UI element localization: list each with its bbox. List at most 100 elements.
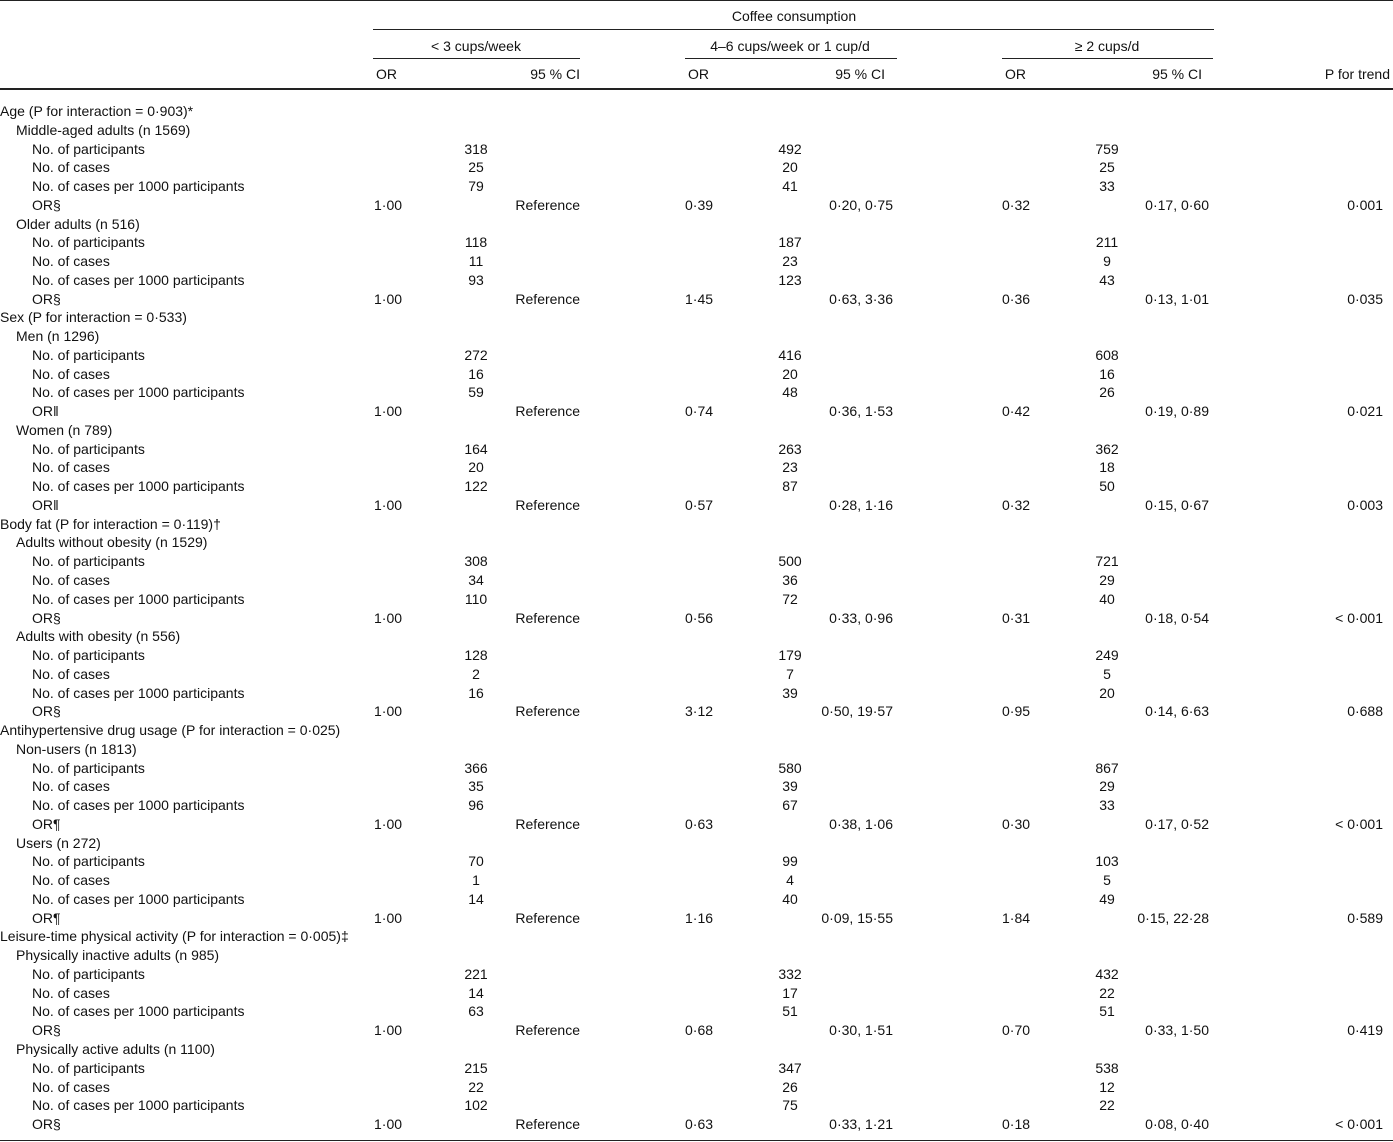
count-cell: 23 [782, 459, 798, 476]
count-cell: 14 [468, 984, 484, 1001]
or-cell: 1·00 [374, 1022, 403, 1039]
count-cell: 16 [468, 365, 484, 382]
or-cell: < 0·001 [1335, 609, 1383, 626]
count-cell: 318 [464, 140, 488, 157]
count-cell: 102 [464, 1097, 488, 1114]
count-cell: 2 [472, 665, 480, 682]
row-label: No. of cases [32, 459, 110, 476]
or-cell: < 0·001 [1335, 815, 1383, 832]
or-cell: < 0·001 [1335, 1116, 1383, 1133]
or-cell: 0·42 [1002, 403, 1031, 420]
or-cell: 0·63, 3·36 [829, 290, 893, 307]
count-cell: 41 [782, 178, 798, 195]
or-cell: 0·14, 6·63 [1145, 703, 1209, 720]
row-label: No. of cases [32, 984, 110, 1001]
bottom-rule [0, 1140, 1393, 1141]
row-label: OR§ [32, 196, 61, 213]
count-cell: 128 [464, 647, 488, 664]
count-cell: 40 [1099, 590, 1115, 607]
count-cell: 123 [778, 271, 802, 288]
row-label: OR§ [32, 1116, 61, 1133]
count-cell: 4 [786, 872, 794, 889]
count-cell: 580 [778, 759, 802, 776]
or-cell: 1·00 [374, 403, 403, 420]
count-cell: 36 [782, 572, 798, 588]
count-cell: 49 [1099, 890, 1115, 907]
count-cell: 538 [1095, 1059, 1119, 1076]
count-cell: 70 [468, 853, 484, 870]
or-cell: 3·12 [685, 703, 714, 720]
count-cell: 721 [1095, 553, 1119, 570]
count-cell: 366 [464, 759, 488, 776]
group-label: Body fat (P for interaction = 0·119)† [0, 515, 221, 532]
count-cell: 608 [1095, 346, 1119, 363]
count-cell: 20 [782, 365, 798, 382]
count-cell: 272 [464, 346, 488, 363]
row-label: No. of participants [32, 965, 145, 982]
or-cell: 0·13, 1·01 [1145, 290, 1209, 307]
or-cell: 0·20, 0·75 [829, 196, 893, 213]
count-cell: 332 [778, 965, 802, 982]
count-cell: 67 [782, 797, 798, 814]
subgroup-label: Men (n 1296) [16, 328, 100, 345]
count-cell: 29 [1099, 572, 1115, 588]
or-cell: 0·68 [685, 1022, 714, 1039]
count-cell: 50 [1099, 478, 1115, 495]
or-cell: 0·17, 0·60 [1145, 196, 1209, 213]
row-label: OR§ [32, 1022, 61, 1039]
subgroup-label: Adults with obesity (n 556) [16, 628, 181, 645]
row-label: No. of cases [32, 872, 110, 889]
column-group: ≥ 2 cups/d [1074, 38, 1140, 54]
count-cell: 20 [1099, 684, 1115, 701]
column-header: 95 % CI [1152, 66, 1202, 82]
count-cell: 22 [1099, 984, 1115, 1001]
count-cell: 249 [1095, 647, 1119, 664]
count-cell: 18 [1099, 459, 1115, 476]
count-cell: 432 [1095, 965, 1119, 982]
row-label: No. of cases [32, 1078, 110, 1095]
row-label: No. of participants [32, 346, 145, 363]
count-cell: 867 [1095, 759, 1119, 776]
or-cell: 0·08, 0·40 [1145, 1116, 1209, 1133]
or-cell: 0·003 [1347, 496, 1383, 513]
row-label: OR‖ [32, 496, 59, 513]
count-cell: 93 [468, 271, 484, 288]
count-cell: 25 [468, 159, 484, 176]
or-cell: 1·00 [374, 609, 403, 626]
or-cell: 1·00 [374, 290, 403, 307]
column-group: < 3 cups/week [431, 38, 521, 54]
or-cell: 0·001 [1347, 196, 1383, 213]
count-cell: 29 [1099, 778, 1115, 795]
count-cell: 492 [778, 140, 802, 157]
column-header: 95 % CI [835, 66, 885, 82]
row-label: No. of cases per 1000 participants [32, 178, 245, 195]
subgroup-label: Physically active adults (n 1100) [16, 1041, 215, 1057]
row-label: No. of cases [32, 253, 110, 270]
count-cell: 16 [1099, 365, 1115, 382]
count-cell: 5 [1103, 872, 1111, 889]
row-label: No. of participants [32, 234, 145, 251]
or-cell: 0·28, 1·16 [829, 496, 893, 513]
span-rule [373, 29, 1214, 30]
count-cell: 33 [1099, 797, 1115, 814]
count-cell: 11 [468, 253, 484, 270]
count-cell: 1 [472, 872, 480, 889]
subgroup-label: Older adults (n 516) [16, 215, 140, 232]
count-cell: 79 [468, 178, 484, 195]
count-cell: 221 [464, 965, 488, 982]
or-cell: 1·45 [685, 290, 714, 307]
count-cell: 110 [464, 590, 488, 607]
or-cell: Reference [515, 496, 580, 513]
or-cell: 0·36, 1·53 [829, 403, 893, 420]
or-cell: 1·00 [374, 496, 403, 513]
count-cell: 72 [782, 590, 798, 607]
or-cell: 0·419 [1347, 1022, 1383, 1039]
or-cell: 0·688 [1347, 703, 1383, 720]
count-cell: 211 [1095, 234, 1119, 251]
or-cell: 1·00 [374, 703, 403, 720]
or-cell: Reference [515, 403, 580, 420]
row-label: No. of cases per 1000 participants [32, 1097, 245, 1114]
column-header: OR [1005, 66, 1026, 82]
column-header: 95 % CI [530, 66, 580, 82]
column-header: OR [376, 66, 397, 82]
